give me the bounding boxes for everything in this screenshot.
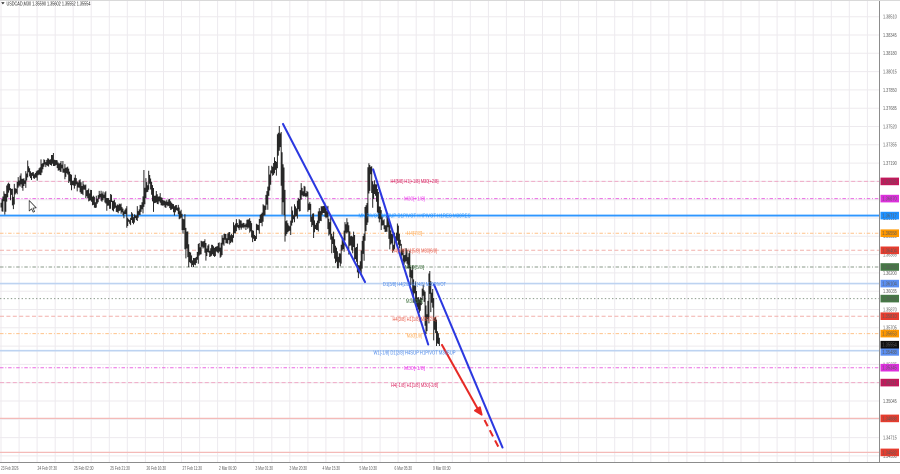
svg-text:1.34550: 1.34550 xyxy=(883,454,897,460)
svg-text:1.37025: 1.37025 xyxy=(882,179,897,185)
svg-text:USDCAD,M30 1.35590 1.35602 1.: USDCAD,M30 1.35590 1.35602 1.35552 1.355… xyxy=(7,2,91,8)
svg-text:1.36558: 1.36558 xyxy=(882,231,897,237)
svg-text:27 Feb 11:30: 27 Feb 11:30 xyxy=(183,466,203,472)
svg-text:D1[3/8] H4[2/8] H1[4/8] M30PIV: D1[3/8] H4[2/8] H1[4/8] M30PIVOT xyxy=(383,282,446,288)
svg-text:H4[-1/8] H1[1/8] M30[-2/8]: H4[-1/8] H1[1/8] M30[-2/8] xyxy=(391,383,438,389)
svg-text:1.34582: 1.34582 xyxy=(882,450,897,456)
svg-text:1.36870: 1.36870 xyxy=(882,197,897,203)
svg-text:3 Mar 20:30: 3 Mar 20:30 xyxy=(290,466,308,472)
svg-text:1.36365: 1.36365 xyxy=(883,253,897,259)
svg-text:1.35968: 1.35968 xyxy=(882,297,897,303)
svg-text:5 Mar 10:30: 5 Mar 10:30 xyxy=(360,466,378,472)
svg-text:26 Feb 16:30: 26 Feb 16:30 xyxy=(147,466,167,472)
svg-text:M30[1/8]: M30[1/8] xyxy=(407,334,423,340)
svg-text:3 Mar 01:30: 3 Mar 01:30 xyxy=(256,466,274,472)
svg-text:25 Feb 02:30: 25 Feb 02:30 xyxy=(74,466,94,472)
svg-text:24 Feb 07:30: 24 Feb 07:30 xyxy=(38,466,58,472)
svg-text:1.35554: 1.35554 xyxy=(882,343,897,349)
svg-text:23 Feb 2026: 23 Feb 2026 xyxy=(1,466,19,472)
svg-text:1.35211: 1.35211 xyxy=(882,381,897,387)
svg-text:6 Mar 05:30: 6 Mar 05:30 xyxy=(395,466,413,472)
svg-text:1.34888: 1.34888 xyxy=(882,416,897,422)
svg-text:W1[-1/8] D1[2/8] H4SUP H1PIVOT: W1[-1/8] D1[2/8] H4SUP H1PIVOT M30SUP xyxy=(374,351,456,357)
svg-text:1.36200: 1.36200 xyxy=(883,271,897,277)
svg-text:MN PIVOT W1SUP D1PIVOT H4PIVOT: MN PIVOT W1SUP D1PIVOT H4PIVOT H1RES M30… xyxy=(359,213,471,219)
svg-text:H4[4/8] H1[5/8] M30[6/8]: H4[4/8] H1[5/8] M30[6/8] xyxy=(392,249,438,255)
svg-text:1.35045: 1.35045 xyxy=(883,399,897,405)
svg-text:M30[-1/8]: M30[-1/8] xyxy=(404,366,425,372)
svg-text:1.35653: 1.35653 xyxy=(882,332,897,338)
svg-text:1.36253: 1.36253 xyxy=(882,265,897,271)
svg-text:1.34715: 1.34715 xyxy=(883,436,897,442)
svg-text:M30[3/8]: M30[3/8] xyxy=(406,299,424,305)
svg-text:1.38345: 1.38345 xyxy=(883,33,897,39)
svg-text:25 Feb 21:30: 25 Feb 21:30 xyxy=(110,466,130,472)
svg-text:1.38510: 1.38510 xyxy=(883,15,897,21)
svg-text:H4[7/8]: H4[7/8] xyxy=(407,231,423,237)
svg-text:1.35488: 1.35488 xyxy=(882,350,897,356)
svg-text:1.36404: 1.36404 xyxy=(882,248,897,254)
svg-text:1.36035: 1.36035 xyxy=(883,289,897,295)
svg-text:1.36717: 1.36717 xyxy=(882,214,897,220)
svg-text:1.37685: 1.37685 xyxy=(883,106,897,112)
svg-text:H4[3/8] H1[1/8] M30[2/8]: H4[3/8] H1[1/8] M30[2/8] xyxy=(393,317,437,323)
svg-text:1.37850: 1.37850 xyxy=(883,88,897,94)
svg-text:1.38015: 1.38015 xyxy=(883,70,897,76)
svg-text:1.36530: 1.36530 xyxy=(883,234,897,240)
svg-text:1.38180: 1.38180 xyxy=(883,51,897,57)
svg-text:4 Mar 15:30: 4 Mar 15:30 xyxy=(323,466,341,472)
svg-text:1.35345: 1.35345 xyxy=(882,366,897,372)
svg-text:1.37355: 1.37355 xyxy=(883,143,897,149)
svg-text:1.35810: 1.35810 xyxy=(882,314,897,320)
svg-text:9 Mar 00:30: 9 Mar 00:30 xyxy=(433,466,451,472)
svg-text:1.35870: 1.35870 xyxy=(883,307,897,313)
svg-text:2 Mar 06:30: 2 Mar 06:30 xyxy=(219,466,237,472)
svg-text:1.36104: 1.36104 xyxy=(882,282,897,288)
svg-text:M30[+1/8]: M30[+1/8] xyxy=(404,196,425,202)
svg-text:1.37190: 1.37190 xyxy=(883,161,897,167)
svg-text:1.37520: 1.37520 xyxy=(883,124,897,130)
svg-text:M30[5/8]: M30[5/8] xyxy=(405,265,425,271)
svg-text:H4[5/8] H1[+1/8] M30[+2/8]: H4[5/8] H1[+1/8] M30[+2/8] xyxy=(391,179,439,185)
svg-text:1.35705: 1.35705 xyxy=(883,326,897,332)
